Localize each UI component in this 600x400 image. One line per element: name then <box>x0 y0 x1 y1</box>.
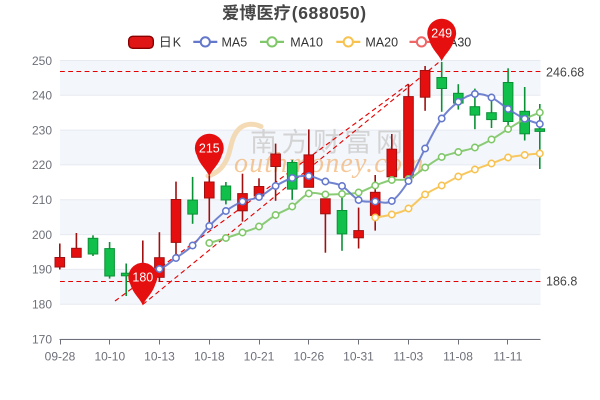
svg-text:11-03: 11-03 <box>393 350 423 364</box>
svg-text:186.8: 186.8 <box>546 274 577 288</box>
svg-text:220: 220 <box>32 158 52 172</box>
svg-text:11-11: 11-11 <box>493 350 522 364</box>
svg-text:10-21: 10-21 <box>244 350 275 364</box>
svg-text:MA10: MA10 <box>290 36 323 50</box>
svg-text:MA5: MA5 <box>222 36 248 50</box>
svg-text:200: 200 <box>32 228 52 242</box>
svg-text:249: 249 <box>431 27 452 41</box>
svg-text:MA20: MA20 <box>365 36 398 50</box>
svg-text:250: 250 <box>32 54 52 68</box>
svg-text:180: 180 <box>132 271 153 285</box>
svg-text:240: 240 <box>32 89 52 103</box>
svg-text:10-18: 10-18 <box>194 350 225 364</box>
svg-text:10-13: 10-13 <box>144 350 175 364</box>
svg-text:215: 215 <box>199 142 220 156</box>
svg-text:246.68: 246.68 <box>546 66 584 80</box>
svg-text:09-28: 09-28 <box>45 350 76 364</box>
svg-text:190: 190 <box>32 263 52 277</box>
svg-text:10-31: 10-31 <box>343 350 374 364</box>
svg-text:10-26: 10-26 <box>293 350 324 364</box>
svg-text:(688050): (688050) <box>292 3 367 23</box>
svg-text:180: 180 <box>32 298 52 312</box>
svg-text:10-10: 10-10 <box>94 350 125 364</box>
svg-text:210: 210 <box>32 193 52 207</box>
svg-text:K: K <box>173 36 182 50</box>
svg-text:170: 170 <box>32 332 52 346</box>
svg-text:230: 230 <box>32 123 52 137</box>
svg-text:11-08: 11-08 <box>443 350 473 364</box>
